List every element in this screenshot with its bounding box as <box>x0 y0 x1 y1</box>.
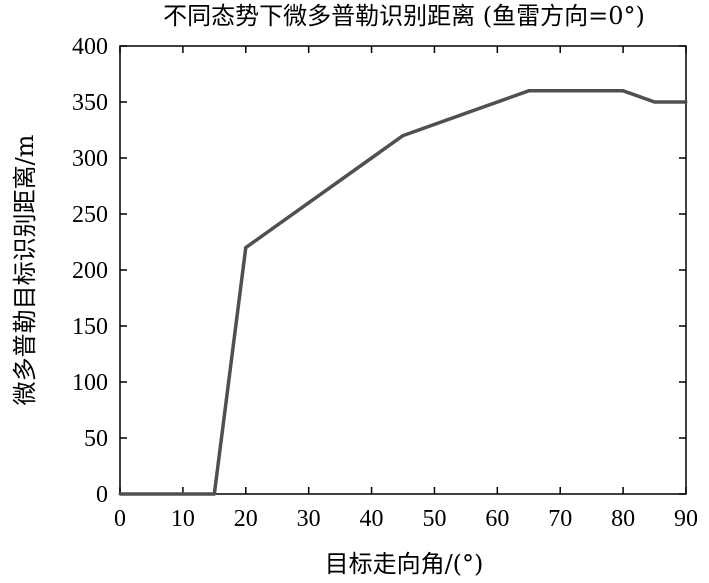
data-point-0-3 <box>401 134 405 138</box>
y-tick-label-4: 200 <box>72 258 108 284</box>
series-line-0 <box>120 89 686 496</box>
y-axis-title: 微多普勒目标识别距离/m <box>11 134 39 405</box>
x-tick-label-9: 90 <box>674 506 698 532</box>
x-tick-label-4: 40 <box>360 506 384 532</box>
y-tick-label-3: 150 <box>72 314 108 340</box>
x-tick-label-7: 70 <box>548 506 572 532</box>
y-tick-label-8: 400 <box>72 34 108 60</box>
plot-frame <box>119 45 687 495</box>
x-axis-title: 目标走向角/(°) <box>325 550 484 578</box>
data-point-0-7 <box>684 100 688 104</box>
y-tick-label-6: 300 <box>72 146 108 172</box>
x-ticks: 0 10 20 30 40 50 60 70 80 90 <box>114 46 698 532</box>
data-point-0-1 <box>212 492 216 496</box>
x-tick-label-3: 30 <box>297 506 321 532</box>
x-tick-label-5: 50 <box>422 506 446 532</box>
y-axis-title-wrap: 微多普勒目标识别距离/m <box>11 134 39 405</box>
x-tick-label-1: 10 <box>171 506 195 532</box>
chart-title: 不同态势下微多普勒识别距离 (鱼雷方向=0°) <box>163 2 645 30</box>
x-tick-label-0: 0 <box>114 506 126 532</box>
data-point-0-5 <box>621 89 625 93</box>
y-tick-label-2: 100 <box>72 370 108 396</box>
x-tick-label-2: 20 <box>234 506 258 532</box>
data-point-0-2 <box>244 246 248 250</box>
y-tick-label-1: 50 <box>84 426 108 452</box>
series-layer <box>118 89 688 496</box>
y-tick-label-0: 0 <box>96 482 108 508</box>
x-tick-label-6: 60 <box>485 506 509 532</box>
data-point-0-6 <box>653 100 657 104</box>
y-tick-label-5: 250 <box>72 202 108 228</box>
y-ticks: 0 50 100 150 200 250 300 350 400 <box>72 34 686 508</box>
data-point-0-4 <box>527 89 531 93</box>
y-tick-label-7: 350 <box>72 90 108 116</box>
x-tick-label-8: 80 <box>611 506 635 532</box>
data-point-0-0 <box>118 492 122 496</box>
